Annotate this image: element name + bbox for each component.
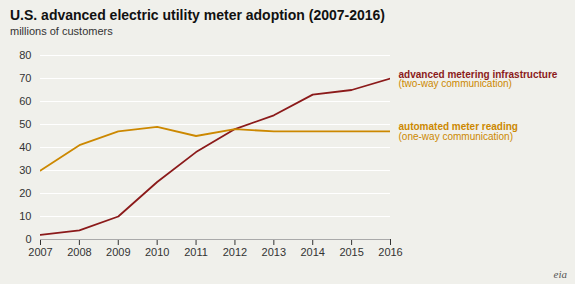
svg-text:advanced metering infrastructu: advanced metering infrastructure — [398, 68, 558, 80]
svg-text:2009: 2009 — [106, 246, 130, 258]
svg-text:2013: 2013 — [262, 246, 286, 258]
svg-text:80: 80 — [19, 49, 31, 61]
svg-text:2016: 2016 — [378, 246, 402, 258]
svg-text:(one-way communication): (one-way communication) — [399, 131, 514, 142]
svg-text:0: 0 — [25, 233, 31, 245]
svg-text:2008: 2008 — [67, 246, 91, 258]
svg-text:30: 30 — [19, 164, 31, 176]
svg-text:automated meter reading: automated meter reading — [398, 121, 518, 133]
svg-text:2007: 2007 — [28, 246, 52, 258]
svg-text:40: 40 — [19, 141, 31, 153]
svg-text:2015: 2015 — [339, 246, 363, 258]
html-text:millions of customers: millions of customers — [10, 25, 113, 37]
svg-text:2012: 2012 — [223, 246, 247, 258]
html-text:U.S. advanced electric utility: U.S. advanced electric utility meter ado… — [10, 7, 385, 23]
svg-text:70: 70 — [19, 72, 31, 84]
html-text:eia: eia — [553, 268, 567, 280]
svg-text:(two-way communication): (two-way communication) — [399, 78, 512, 89]
svg-text:2011: 2011 — [184, 246, 208, 258]
svg-text:20: 20 — [19, 187, 31, 199]
svg-text:10: 10 — [19, 210, 31, 222]
svg-text:50: 50 — [19, 118, 31, 130]
svg-text:2014: 2014 — [300, 246, 324, 258]
svg-text:2010: 2010 — [145, 246, 169, 258]
svg-text:60: 60 — [19, 95, 31, 107]
